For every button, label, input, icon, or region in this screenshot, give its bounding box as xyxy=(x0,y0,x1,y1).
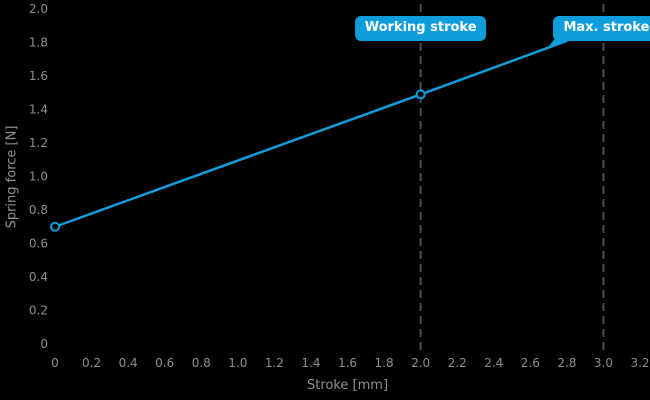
x-tick-label: 3.2 xyxy=(630,356,649,370)
x-tick-label: 0.4 xyxy=(119,356,138,370)
y-tick-label: 0.2 xyxy=(29,304,48,318)
working-stroke-badge: Working stroke xyxy=(354,16,487,41)
x-tick-label: 0.6 xyxy=(155,356,174,370)
y-tick-label: 1.6 xyxy=(29,69,48,83)
x-tick-label: 0.2 xyxy=(82,356,101,370)
x-tick-label: 1.4 xyxy=(301,356,320,370)
x-tick-label: 1.8 xyxy=(375,356,394,370)
y-tick-label: 0.4 xyxy=(29,270,48,284)
y-tick-label: 1.4 xyxy=(29,103,48,117)
x-tick-label: 0.8 xyxy=(192,356,211,370)
x-tick-label: 0 xyxy=(51,356,59,370)
x-tick-label: 1.6 xyxy=(338,356,357,370)
y-tick-label: 2.0 xyxy=(29,2,48,16)
y-tick-label: 0.8 xyxy=(29,203,48,217)
x-tick-label: 2.2 xyxy=(448,356,467,370)
y-tick-label: 0 xyxy=(40,337,48,351)
spring-characteristic-line xyxy=(54,39,568,228)
x-tick-label: 2.4 xyxy=(484,356,503,370)
x-axis-title: Stroke [mm] xyxy=(306,378,389,393)
y-tick-label: 1.8 xyxy=(29,36,48,50)
y-axis-title: Spring force [N] xyxy=(4,125,20,229)
y-tick-label: 1.0 xyxy=(29,170,48,184)
max-stroke-badge: Max. stroke xyxy=(553,16,650,41)
x-tick-label: 2.8 xyxy=(557,356,576,370)
x-tick-label: 3.0 xyxy=(594,356,613,370)
y-tick-label: 0.6 xyxy=(29,237,48,251)
y-tick-label: 1.2 xyxy=(29,136,48,150)
data-point-marker xyxy=(415,89,426,100)
x-tick-label: 1.2 xyxy=(265,356,284,370)
x-tick-label: 1.0 xyxy=(228,356,247,370)
x-tick-label: 2.6 xyxy=(521,356,540,370)
x-tick-label: 2.0 xyxy=(411,356,430,370)
data-point-marker xyxy=(50,221,60,232)
